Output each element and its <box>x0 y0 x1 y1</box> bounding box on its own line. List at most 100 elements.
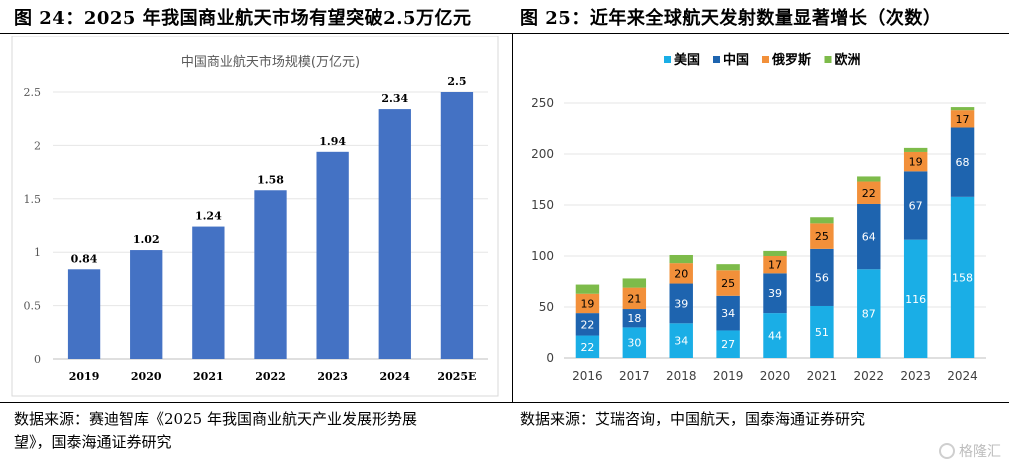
data-label: 27 <box>721 338 735 351</box>
data-label: 25 <box>721 277 735 290</box>
y-tick-label: 1.5 <box>24 193 42 206</box>
watermark-text: 格隆汇 <box>959 444 1001 460</box>
bar <box>254 190 287 359</box>
legend-label: 美国 <box>674 52 700 68</box>
market-size-bar-chart: 中国商业航天市场规模(万亿元) 0 0.5 1 1.5 2 2.5 0.84 2019 1.02 2… <box>11 36 499 397</box>
x-tick-label: 2023 <box>900 369 931 383</box>
stack-segment <box>716 330 740 358</box>
stack-segment <box>669 254 693 264</box>
x-tick-label: 2019 <box>713 369 744 383</box>
x-tick-label: 2024 <box>379 370 410 383</box>
stack-segment <box>716 264 740 271</box>
data-label: 39 <box>768 287 782 300</box>
right-source-note: 数据来源：艾瑞咨询，中国航天，国泰海通证券研究 <box>520 410 866 428</box>
bar <box>316 151 349 359</box>
bar <box>378 109 411 359</box>
x-tick-label: 2018 <box>666 369 697 383</box>
data-label: 56 <box>815 271 829 284</box>
bar <box>192 226 225 359</box>
stack-segment <box>763 273 787 314</box>
stack-segment <box>575 313 600 336</box>
right-figure-title: 图 25：近年来全球航天发射数量显著增长（次数） <box>520 8 942 29</box>
y-tick-label: 0.5 <box>24 300 42 313</box>
stack-segment <box>950 196 975 358</box>
legend-label: 欧洲 <box>835 52 861 68</box>
data-label: 18 <box>627 312 641 325</box>
left-figure-title: 图 24：2025 年我国商业航天市场有望突破2.5万亿元 <box>14 8 472 29</box>
y-tick-label: 0 <box>546 351 554 365</box>
y-tick-label: 0 <box>34 353 41 366</box>
data-label: 39 <box>674 297 688 310</box>
left-source-line-2: 望》，国泰海通证券研究 <box>14 433 172 451</box>
data-label: 21 <box>627 292 641 305</box>
stack-segment <box>622 287 647 310</box>
stack-segment <box>857 176 881 182</box>
data-label: 30 <box>627 337 641 350</box>
data-label: 1.02 <box>133 233 160 246</box>
middle-divider <box>512 33 513 402</box>
data-label: 51 <box>815 326 829 339</box>
x-tick-label: 2021 <box>193 370 224 383</box>
data-label: 2.34 <box>381 92 408 105</box>
data-label: 1.24 <box>195 210 222 223</box>
y-tick-label: 2 <box>34 139 41 152</box>
stack-segment <box>622 309 647 328</box>
stack-segment <box>669 323 693 358</box>
x-tick-label: 2025E <box>437 370 476 383</box>
data-label: 19 <box>580 297 594 310</box>
data-label: 22 <box>580 318 594 331</box>
y-tick-label: 100 <box>531 249 554 263</box>
stack-segment <box>669 263 693 284</box>
stack-segment <box>575 293 600 314</box>
data-label: 1.58 <box>257 173 284 186</box>
y-tick-label: 200 <box>531 147 554 161</box>
stack-segment <box>903 147 928 152</box>
data-label: 44 <box>768 330 782 343</box>
legend-swatch <box>762 56 769 63</box>
bar <box>440 92 474 359</box>
x-tick-label: 2022 <box>255 370 286 383</box>
data-label: 34 <box>721 307 735 320</box>
stack-segment <box>810 305 834 358</box>
stack-segment <box>622 327 647 358</box>
y-tick-label: 1 <box>34 246 41 259</box>
legend-swatch <box>664 56 671 63</box>
y-tick-label: 50 <box>539 300 554 314</box>
data-label: 1.94 <box>319 135 346 148</box>
top-rule <box>0 33 1009 34</box>
stack-segment <box>903 171 928 240</box>
legend-label: 中国 <box>723 52 749 68</box>
stack-segment <box>669 283 693 324</box>
stack-segment <box>575 284 600 294</box>
data-label: 87 <box>862 308 876 321</box>
data-label: 25 <box>815 230 829 243</box>
data-label: 2.5 <box>447 75 466 88</box>
data-label: 17 <box>768 259 782 272</box>
stack-segment <box>810 217 834 224</box>
legend-label: 俄罗斯 <box>771 52 811 68</box>
stack-segment <box>763 313 787 358</box>
stack-segment <box>950 127 975 197</box>
data-label: 22 <box>580 341 594 354</box>
x-tick-label: 2023 <box>317 370 348 383</box>
data-label: 68 <box>956 156 970 169</box>
legend-swatch <box>713 56 720 63</box>
x-tick-label: 2021 <box>807 369 838 383</box>
data-label: 64 <box>862 231 876 244</box>
stack-segment <box>763 256 787 274</box>
data-label: 158 <box>952 271 973 284</box>
watermark: 格隆汇 <box>939 441 1001 461</box>
watermark-logo-icon <box>939 443 955 459</box>
data-label: 17 <box>956 113 970 126</box>
x-tick-label: 2019 <box>69 370 100 383</box>
data-label: 116 <box>905 293 926 306</box>
stack-segment <box>903 239 928 358</box>
stack-segment <box>857 181 881 204</box>
bar <box>130 250 163 359</box>
data-label: 20 <box>674 267 688 280</box>
legend-swatch <box>824 56 832 63</box>
x-tick-label: 2020 <box>131 370 162 383</box>
bar <box>67 269 101 359</box>
stack-segment <box>857 203 881 270</box>
data-label: 34 <box>674 335 688 348</box>
